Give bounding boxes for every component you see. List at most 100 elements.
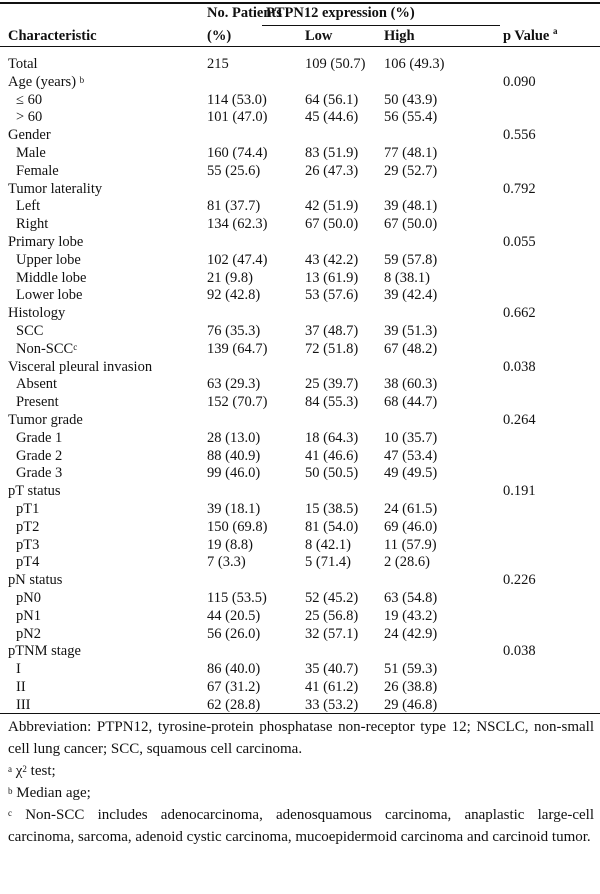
cell-high-text: 69 (46.0) <box>384 518 438 535</box>
cell-low: 83 (51.9) <box>305 144 358 162</box>
header-p-value-text: p Value <box>503 28 550 44</box>
table-row: > 60 101 (47.0) 45 (44.6) 56 (55.4) <box>0 108 600 126</box>
table-row: pT1 39 (18.1) 15 (38.5) 24 (61.5) <box>0 500 600 518</box>
cell-low: 15 (38.5) <box>305 500 358 518</box>
table-row: pN0 115 (53.5) 52 (45.2) 63 (54.8) <box>0 589 600 607</box>
cell-low-text: 8 (42.1) <box>305 536 351 553</box>
cell-patients: 67 (31.2) <box>207 678 260 696</box>
cell-low-text: 26 (47.3) <box>305 162 359 179</box>
cell-high: 29 (52.7) <box>384 162 437 180</box>
table-row: Tumor grade 0.264 <box>0 411 600 429</box>
cell-high-text: 77 (48.1) <box>384 145 438 161</box>
cell-characteristic: Non-SCCc <box>8 340 77 358</box>
cell-p-value: 0.191 <box>503 482 536 500</box>
cell-p-value: 0.556 <box>503 126 536 144</box>
table-row: Lower lobe 92 (42.8) 53 (57.6) 39 (42.4) <box>0 286 600 304</box>
cell-patients-text: 21 (9.8) <box>207 269 253 286</box>
cell-characteristic: > 60 <box>8 108 42 126</box>
cell-patients-text: 215 <box>207 56 229 72</box>
cell-characteristic-text: Lower lobe <box>16 287 83 304</box>
cell-patients: 150 (69.8) <box>207 518 267 536</box>
cell-low-text: 41 (46.6) <box>305 447 359 464</box>
cell-low-text: 25 (56.8) <box>305 607 359 624</box>
cell-characteristic: pN2 <box>8 625 41 643</box>
cell-patients-text: 134 (62.3) <box>207 216 268 233</box>
cell-low: 81 (54.0) <box>305 518 358 536</box>
cell-characteristic: Histology <box>8 304 65 322</box>
cell-patients: 86 (40.0) <box>207 660 260 678</box>
table-row: I 86 (40.0) 35 (40.7) 51 (59.3) <box>0 660 600 678</box>
cell-low: 33 (53.2) <box>305 696 358 714</box>
cell-high: 19 (43.2) <box>384 607 437 625</box>
cell-characteristic: SCC <box>8 322 43 340</box>
cell-characteristic: II <box>8 678 26 696</box>
cell-high-text: 2 (28.6) <box>384 554 430 571</box>
table-row: III 62 (28.8) 33 (53.2) 29 (46.8) <box>0 696 600 714</box>
table-row: pN2 56 (26.0) 32 (57.1) 24 (42.9) <box>0 625 600 643</box>
cell-patients: 19 (8.8) <box>207 536 253 554</box>
cell-characteristic: pT status <box>8 482 61 500</box>
top-rule <box>0 2 600 4</box>
cell-patients: 76 (35.3) <box>207 322 260 340</box>
cell-patients: 139 (64.7) <box>207 340 267 358</box>
cell-characteristic-text: Male <box>16 145 46 161</box>
cell-low-text: 52 (45.2) <box>305 590 359 606</box>
cell-high-text: 24 (61.5) <box>384 501 438 517</box>
cell-patients-text: 88 (40.9) <box>207 447 261 464</box>
cell-low: 25 (56.8) <box>305 607 358 625</box>
cell-patients-text: 39 (18.1) <box>207 501 261 517</box>
cell-low: 42 (51.9) <box>305 197 358 215</box>
cell-patients: 39 (18.1) <box>207 500 260 518</box>
cell-characteristic-text: ≤ 60 <box>16 91 43 108</box>
cell-p-value: 0.662 <box>503 304 536 322</box>
cell-characteristic-text: Absent <box>16 376 58 393</box>
cell-p-value: 0.792 <box>503 180 536 198</box>
cell-patients-text: 19 (8.8) <box>207 536 253 553</box>
table-row: Upper lobe 102 (47.4) 43 (42.2) 59 (57.8) <box>0 251 600 269</box>
cell-characteristic-text: Present <box>16 394 59 411</box>
cell-p-value-text: 0.038 <box>503 643 536 660</box>
cell-characteristic-text: Age (years) <box>8 73 77 90</box>
cell-patients: 81 (37.7) <box>207 197 260 215</box>
cell-patients-text: 150 (69.8) <box>207 518 268 535</box>
cell-low: 84 (55.3) <box>305 393 358 411</box>
cell-high: 38 (60.3) <box>384 375 437 393</box>
cell-patients-text: 28 (13.0) <box>207 429 261 446</box>
cell-high: 50 (43.9) <box>384 91 437 109</box>
cell-high: 26 (38.8) <box>384 678 437 696</box>
cell-high-text: 26 (38.8) <box>384 679 438 695</box>
cell-characteristic: III <box>8 696 31 714</box>
cell-characteristic-text: Upper lobe <box>16 251 81 268</box>
cell-high: 39 (48.1) <box>384 197 437 215</box>
table-row: Non-SCCc 139 (64.7) 72 (51.8) 67 (48.2) <box>0 340 600 358</box>
cell-high-text: 56 (55.4) <box>384 109 438 126</box>
cell-characteristic-text: pT1 <box>16 501 40 517</box>
cell-patients-text: 114 (53.0) <box>207 91 267 108</box>
cell-p-value-text: 0.662 <box>503 305 536 322</box>
table-row: Primary lobe 0.055 <box>0 233 600 251</box>
cell-high-text: 49 (49.5) <box>384 465 438 482</box>
cell-high-text: 29 (52.7) <box>384 162 438 179</box>
cell-characteristic-text: pT status <box>8 483 61 500</box>
footnote-marker: b <box>79 74 85 85</box>
cell-high: 8 (38.1) <box>384 269 430 287</box>
header-rule <box>0 46 600 47</box>
cell-patients-text: 63 (29.3) <box>207 376 261 393</box>
cell-high-text: 39 (51.3) <box>384 323 438 339</box>
cell-high: 39 (42.4) <box>384 286 437 304</box>
table-row: pT status 0.191 <box>0 482 600 500</box>
cell-low: 25 (39.7) <box>305 375 358 393</box>
table-row: pT2 150 (69.8) 81 (54.0) 69 (46.0) <box>0 518 600 536</box>
cell-characteristic-text: Grade 2 <box>16 447 63 464</box>
cell-patients: 63 (29.3) <box>207 375 260 393</box>
cell-patients: 114 (53.0) <box>207 91 267 109</box>
cell-characteristic: Left <box>8 197 40 215</box>
cell-low: 26 (47.3) <box>305 162 358 180</box>
cell-characteristic-text: Right <box>16 216 49 233</box>
cell-low: 50 (50.5) <box>305 464 358 482</box>
cell-characteristic-text: pN0 <box>16 590 41 606</box>
cell-low: 37 (48.7) <box>305 322 358 340</box>
cell-high-text: 39 (48.1) <box>384 198 438 215</box>
cell-high: 56 (55.4) <box>384 108 437 126</box>
cell-p-value: 0.038 <box>503 358 536 376</box>
